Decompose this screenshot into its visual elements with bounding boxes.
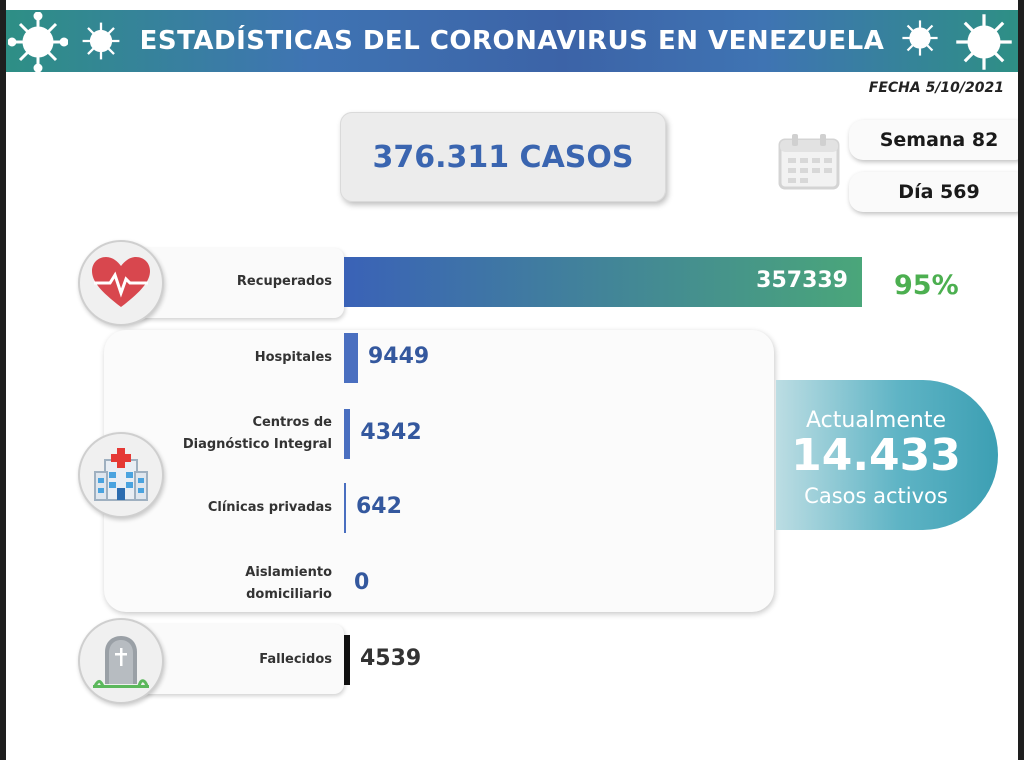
bar <box>344 409 351 459</box>
tombstone-icon <box>93 636 149 688</box>
page-title: ESTADÍSTICAS DEL CORONAVIRUS EN VENEZUEL… <box>139 26 885 56</box>
category-label-line: Centros de <box>252 415 332 430</box>
recovered-percent: 95% <box>894 270 959 301</box>
category-label: Aislamiento domiciliario <box>172 562 332 606</box>
category-label: Fallecidos <box>172 649 332 671</box>
infographic: ESTADÍSTICAS DEL CORONAVIRUS EN VENEZUEL… <box>6 0 1018 760</box>
virus-icon <box>8 12 68 72</box>
value-label: 4342 <box>360 420 422 445</box>
care-icon-circle <box>78 432 164 518</box>
total-cases: 376.311 CASOS <box>340 112 666 202</box>
header-banner: ESTADÍSTICAS DEL CORONAVIRUS EN VENEZUEL… <box>6 10 1018 72</box>
category-label-line: Diagnóstico Integral <box>182 437 332 452</box>
category-label-line: Aislamiento <box>245 565 332 580</box>
category-label: Centros de Diagnóstico Integral <box>172 412 332 456</box>
category-label-line: Fallecidos <box>259 652 332 667</box>
deaths-icon-circle <box>78 618 164 704</box>
week-pill: Semana 82 <box>849 120 1018 160</box>
active-number: 14.433 <box>791 430 961 481</box>
calendar-icon <box>778 134 840 190</box>
bar <box>344 635 350 685</box>
active-sublabel: Casos activos <box>804 484 948 508</box>
bar <box>344 483 346 533</box>
bar <box>344 333 358 383</box>
recovered-icon-circle <box>78 240 164 326</box>
category-label-line: Recuperados <box>236 274 332 289</box>
bar <box>344 257 862 307</box>
value-label: 9449 <box>368 344 430 369</box>
value-label: 642 <box>356 494 402 519</box>
date-label: FECHA 5/10/2021 <box>868 80 1004 96</box>
hospital-icon <box>94 448 148 501</box>
value-label: 0 <box>354 570 370 595</box>
virus-icon <box>902 20 938 56</box>
active-cases-box: Actualmente 14.433 Casos activos <box>776 380 998 530</box>
value-label: 4539 <box>360 646 422 671</box>
category-label: Clínicas privadas <box>172 497 332 519</box>
active-label: Actualmente <box>806 408 946 433</box>
care-card <box>104 330 774 612</box>
value-label: 357339 <box>756 268 848 293</box>
virus-icon <box>956 14 1012 70</box>
category-label-line: Hospitales <box>254 350 332 365</box>
category-label-line: domiciliario <box>246 587 332 602</box>
category-label: Hospitales <box>172 347 332 369</box>
day-pill: Día 569 <box>849 172 1018 212</box>
heart-pulse-icon <box>92 257 150 307</box>
virus-icon <box>82 22 120 60</box>
category-label-line: Clínicas privadas <box>207 500 332 515</box>
category-label: Recuperados <box>172 271 332 293</box>
